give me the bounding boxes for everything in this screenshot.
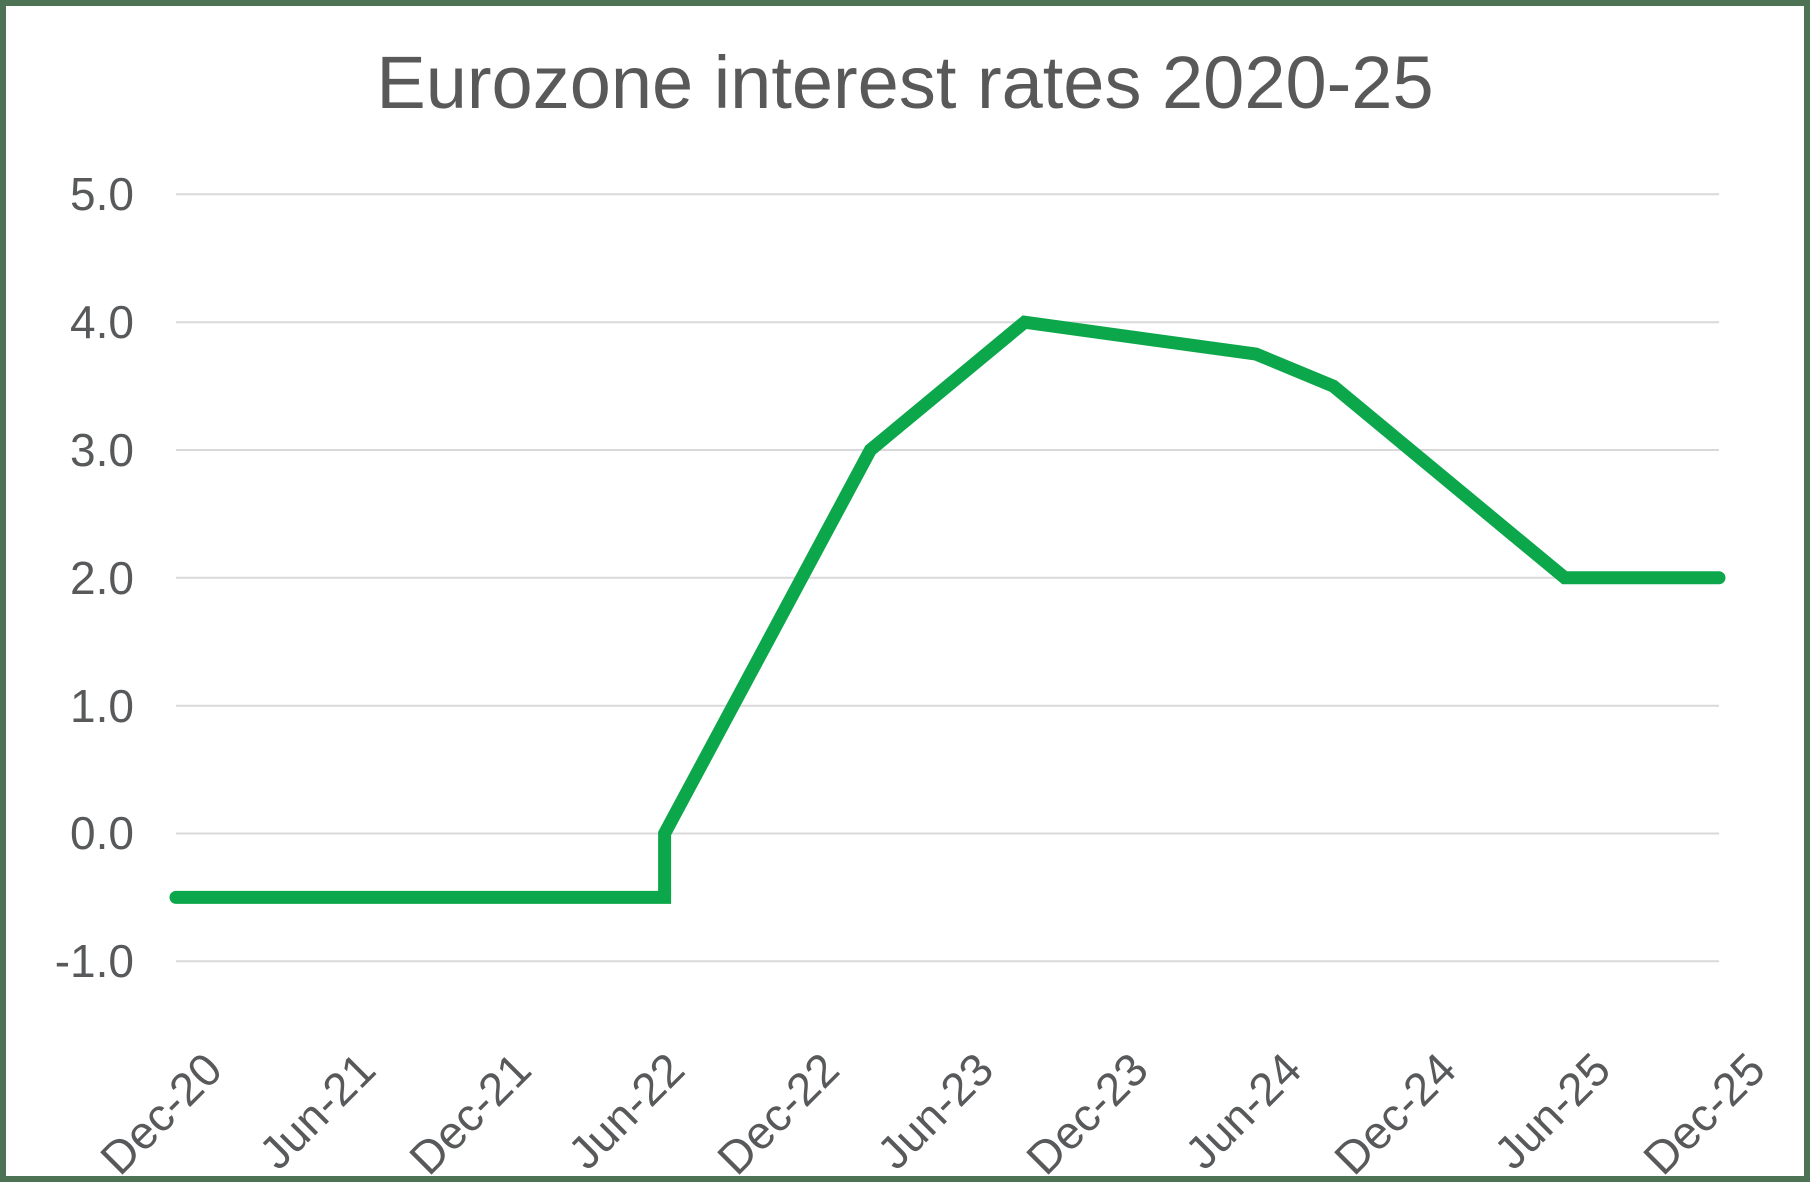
y-axis-tick-label: 3.0 xyxy=(70,424,134,476)
gridlines xyxy=(176,193,1719,963)
plot-area xyxy=(169,193,1726,963)
y-axis-tick-label: -1.0 xyxy=(54,935,134,987)
y-axis-tick-label: 5.0 xyxy=(70,168,134,220)
y-axis-tick-label: 1.0 xyxy=(70,680,134,732)
y-axis-tick-label: 2.0 xyxy=(70,552,134,604)
interest-rate-line xyxy=(169,315,1726,904)
y-axis-tick-label: 4.0 xyxy=(70,296,134,348)
y-axis-tick-label: 0.0 xyxy=(70,807,134,859)
chart-title: Eurozone interest rates 2020-25 xyxy=(376,41,1434,124)
